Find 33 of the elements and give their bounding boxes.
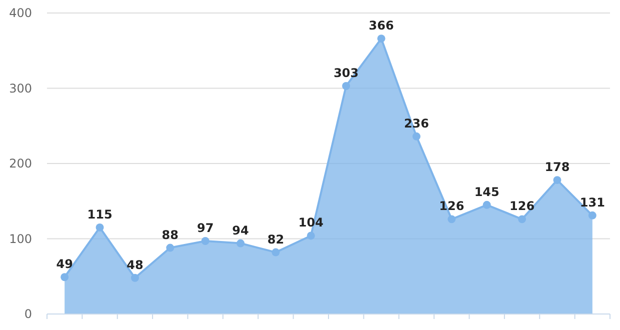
y-tick-label: 200 [9, 156, 32, 170]
point [130, 274, 139, 282]
point [588, 211, 596, 220]
point [236, 239, 245, 248]
point [60, 273, 69, 282]
data-label: 126 [510, 199, 535, 214]
point [201, 237, 210, 245]
point [377, 34, 386, 43]
data-label: 48 [126, 258, 144, 272]
data-label: 145 [474, 184, 500, 199]
y-tick-label: 400 [9, 6, 32, 20]
y-tick-label: 300 [9, 81, 32, 96]
data-label: 94 [232, 223, 249, 238]
data-label: 115 [87, 207, 112, 222]
data-label: 88 [162, 228, 179, 242]
data-label: 131 [580, 195, 605, 210]
y-tick-label: 0 [24, 307, 32, 321]
point [96, 223, 104, 232]
point [553, 176, 562, 184]
point [448, 215, 456, 224]
point [272, 248, 280, 256]
point [482, 200, 491, 209]
point [306, 232, 315, 240]
point [518, 215, 526, 224]
data-label: 366 [368, 18, 394, 33]
data-label: 178 [544, 160, 570, 174]
point [166, 244, 174, 252]
point [342, 82, 350, 90]
point [412, 132, 420, 140]
data-label: 82 [267, 232, 284, 246]
y-tick-label: 100 [9, 232, 32, 246]
data-label: 97 [196, 221, 214, 236]
data-label: 49 [56, 257, 73, 272]
